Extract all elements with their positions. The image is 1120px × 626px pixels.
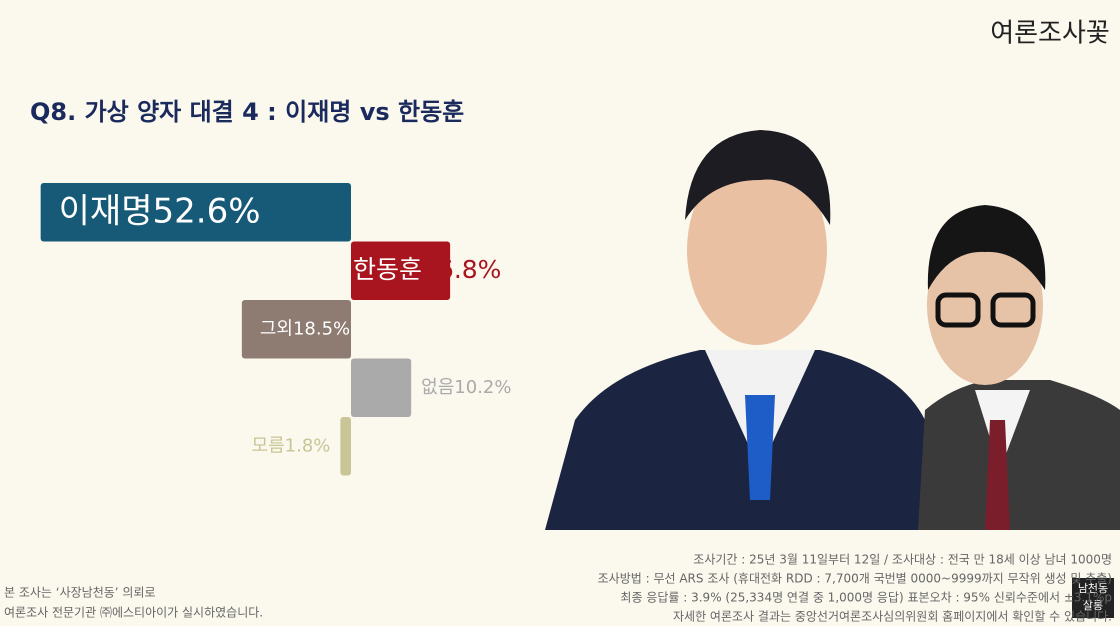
chart-title: Q8. 가상 양자 대결 4 : 이재명 vs 한동훈	[30, 98, 464, 126]
value-label: 16.8%	[422, 255, 501, 284]
bar-label: 없음10.2%	[421, 377, 511, 398]
category-label: 없음	[421, 377, 454, 398]
survey-info: 조사방법 : 무선 ARS 조사 (휴대전화 RDD : 7,700개 국번별 …	[598, 572, 1112, 586]
category-label: 모름	[252, 435, 285, 456]
survey-info: 최종 응답률 : 3.9% (25,334명 연결 중 1,000명 응답) 표…	[620, 591, 1112, 605]
portrait-right	[918, 205, 1120, 530]
bar-label: 그외18.5%	[260, 318, 350, 339]
footer-note: 본 조사는 ‘사장남천동’ 의뢰로	[4, 585, 156, 600]
value-label: 52.6%	[153, 191, 261, 231]
bar	[351, 358, 412, 417]
bar-label: 한동훈16.8%	[353, 255, 501, 284]
bar-label: 이재명52.6%	[59, 191, 261, 231]
value-label: 1.8%	[285, 435, 331, 456]
survey-info: 자세한 여론조사 결과는 중앙선거여론조사심의위원회 홈페이지에서 확인할 수 …	[673, 610, 1112, 624]
bar	[351, 241, 451, 300]
category-label: 한동훈	[353, 255, 422, 284]
logo: 여론조사꽃	[990, 19, 1110, 49]
category-label: 그외	[260, 318, 293, 339]
footer-note: 여론조사 전문기관 ㈜에스티아이가 실시하였습니다.	[4, 606, 263, 620]
badge-bg	[1072, 578, 1114, 618]
value-label: 18.5%	[293, 318, 350, 339]
category-label: 이재명	[59, 191, 153, 231]
bar	[241, 300, 351, 359]
badge-text: 살롱	[1083, 599, 1103, 612]
value-label: 10.2%	[454, 377, 511, 398]
badge-text: 남천동	[1078, 581, 1108, 595]
bar	[340, 417, 351, 476]
survey-info: 조사기간 : 25년 3월 11일부터 12일 / 조사대상 : 전국 만 18…	[693, 553, 1112, 567]
bar-label: 모름1.8%	[252, 435, 331, 456]
bar	[40, 183, 351, 242]
portrait-left	[545, 130, 935, 530]
